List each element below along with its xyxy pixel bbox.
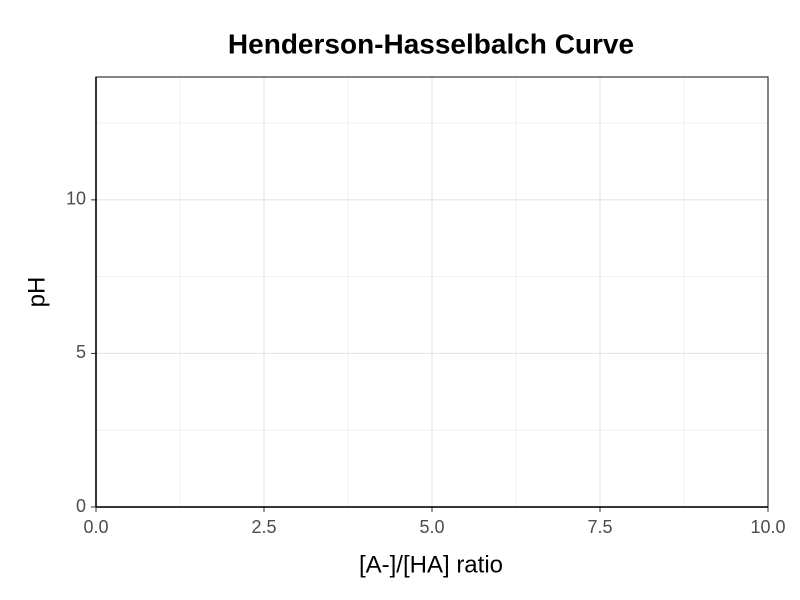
y-tick-label: 0 (76, 496, 86, 516)
x-tick-label: 10.0 (750, 517, 785, 537)
x-tick-label: 5.0 (419, 517, 444, 537)
x-tick-label: 7.5 (587, 517, 612, 537)
chart-title: Henderson-Hasselbalch Curve (228, 28, 634, 59)
x-tick-label: 0.0 (83, 517, 108, 537)
y-axis-label: pH (23, 277, 50, 308)
x-tick-label: 2.5 (251, 517, 276, 537)
x-axis-label: [A-]/[HA] ratio (359, 551, 503, 578)
y-tick-label: 10 (66, 189, 86, 209)
y-tick-label: 5 (76, 342, 86, 362)
